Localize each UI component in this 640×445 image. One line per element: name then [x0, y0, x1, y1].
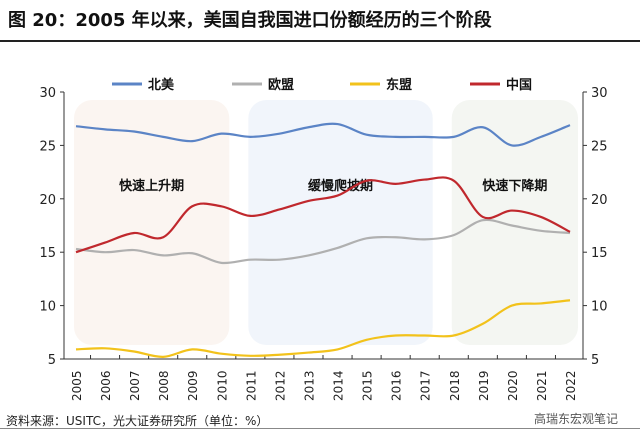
period-label: 快速上升期: [119, 178, 184, 194]
x-tick-label: 2009: [186, 370, 200, 401]
series-line-3: [75, 176, 571, 254]
series-line-2: [75, 299, 571, 358]
legend-label: 东盟: [386, 77, 412, 93]
x-tick-label: 2007: [128, 370, 142, 401]
x-tick-label: 2012: [273, 370, 287, 401]
legend-label: 欧盟: [268, 77, 294, 93]
y-tick-label-right: 25: [591, 139, 608, 154]
x-tick-label: 2005: [70, 370, 84, 401]
x-tick-label: 2020: [506, 370, 520, 401]
watermark: 高瑞东宏观笔记: [533, 412, 618, 426]
y-tick-label-left: 5: [48, 353, 56, 368]
x-tick-label: 2016: [390, 370, 404, 401]
x-tick-label: 2006: [99, 370, 113, 401]
y-tick-label-right: 15: [591, 246, 608, 261]
series-line-0: [75, 122, 571, 147]
period-label: 快速下降期: [482, 178, 547, 194]
x-tick-label: 2021: [535, 370, 549, 401]
x-tick-label: 2011: [244, 370, 258, 401]
y-tick-label-left: 25: [39, 139, 56, 154]
period-label: 缓慢爬坡期: [308, 178, 373, 194]
source-note: 资料来源：USITC，光大证券研究所（单位：%）: [6, 414, 269, 428]
y-tick-label-right: 20: [591, 193, 608, 208]
x-tick-label: 2013: [302, 370, 316, 401]
x-tick-label: 2019: [477, 370, 491, 401]
x-tick-label: 2015: [361, 370, 375, 401]
period-region: [451, 100, 578, 345]
y-tick-label-right: 30: [591, 86, 608, 101]
bottom-divider: [0, 428, 640, 429]
x-tick-label: 2022: [564, 370, 578, 401]
figure-title: 图 20：2005 年以来，美国自我国进口份额经历的三个阶段: [8, 10, 492, 31]
series-line-1: [75, 218, 571, 265]
y-tick-label-left: 15: [39, 246, 56, 261]
y-tick-label-left: 10: [39, 300, 56, 315]
y-tick-label-right: 10: [591, 300, 608, 315]
y-tick-label-right: 5: [591, 353, 599, 368]
period-region: [74, 100, 230, 345]
title-divider: [0, 40, 640, 42]
x-tick-label: 2014: [332, 370, 346, 401]
y-tick-label-left: 30: [39, 86, 56, 101]
period-region: [248, 100, 433, 345]
legend-label: 中国: [506, 77, 532, 93]
y-tick-label-left: 20: [39, 193, 56, 208]
x-tick-label: 2018: [448, 370, 462, 401]
x-tick-label: 2017: [419, 370, 433, 401]
x-tick-label: 2010: [215, 370, 229, 401]
x-tick-label: 2008: [157, 370, 171, 401]
legend-label: 北美: [148, 77, 175, 93]
